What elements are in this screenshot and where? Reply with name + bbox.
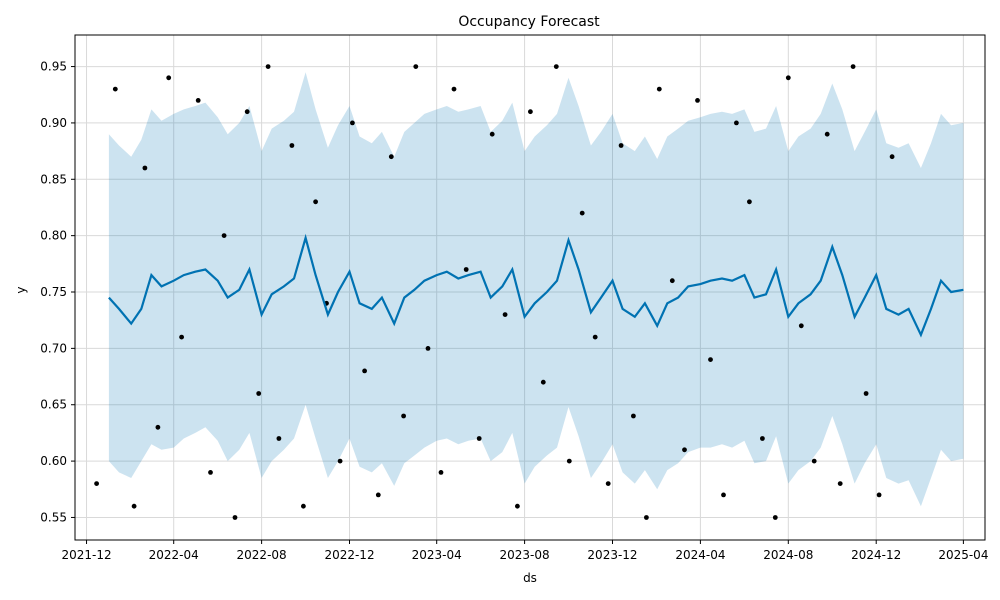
y-tick-label: 0.60 — [40, 454, 67, 468]
observed-points — [94, 64, 895, 520]
y-tick-label: 0.90 — [40, 116, 67, 130]
y-tick-label: 0.65 — [40, 398, 67, 412]
observed-point — [388, 154, 394, 160]
observed-point — [631, 413, 636, 419]
observed-point — [605, 481, 611, 486]
observed-point — [760, 436, 765, 441]
forecast-line — [108, 233, 964, 338]
x-tick-label: 2025-04 — [938, 548, 988, 562]
observed-point — [876, 492, 882, 498]
observed-point — [362, 368, 367, 374]
observed-point — [289, 143, 295, 148]
observed-point — [798, 323, 804, 329]
observed-point — [889, 154, 895, 160]
observed-point — [208, 470, 213, 475]
y-axis-label: y — [14, 286, 28, 293]
observed-point — [772, 515, 778, 520]
x-tick-label: 2022-12 — [324, 548, 374, 562]
observed-point — [337, 458, 343, 464]
observed-point — [94, 481, 99, 486]
observed-point — [221, 233, 227, 239]
observed-point — [850, 64, 856, 69]
observed-point — [350, 120, 355, 126]
observed-point — [476, 436, 482, 441]
grid-lines — [75, 35, 985, 540]
x-tick-label: 2023-08 — [500, 548, 550, 562]
observed-point — [112, 86, 118, 92]
observed-point — [131, 503, 137, 509]
chart-title: Occupancy Forecast — [458, 14, 600, 30]
plot-frame — [74, 34, 986, 541]
observed-point — [553, 64, 559, 69]
observed-point — [313, 199, 318, 205]
y-tick-label: 0.95 — [40, 60, 67, 74]
y-tick-label: 0.85 — [40, 172, 67, 186]
observed-point — [644, 515, 649, 520]
observed-point — [540, 379, 546, 385]
observed-point — [179, 334, 185, 340]
observed-point — [401, 413, 406, 419]
observed-point — [166, 75, 172, 81]
observed-point — [785, 75, 791, 81]
observed-point — [195, 98, 201, 103]
observed-point — [824, 131, 830, 137]
observed-point — [618, 143, 624, 148]
observed-point — [413, 64, 419, 69]
uncertainty-band — [108, 72, 964, 507]
plot-area — [75, 35, 985, 540]
observed-point — [721, 492, 726, 498]
observed-point — [708, 357, 713, 362]
x-axis-ticks: 2021-12 2022-04 2022-08 2022-12 2023-04 2023-… — [61, 540, 988, 562]
x-tick-label: 2024-12 — [851, 548, 901, 562]
observed-point — [375, 492, 381, 498]
observed-point — [438, 470, 444, 475]
x-axis-label: ds — [523, 571, 537, 585]
interval-area — [108, 72, 964, 507]
y-tick-label: 0.70 — [40, 341, 67, 355]
observed-point — [425, 346, 431, 351]
observed-point — [463, 267, 469, 272]
x-tick-label: 2023-12 — [587, 548, 637, 562]
x-tick-label: 2024-08 — [763, 548, 813, 562]
observed-point — [502, 312, 508, 317]
observed-point — [142, 165, 148, 171]
x-tick-label: 2023-04 — [412, 548, 462, 562]
observed-point — [276, 436, 282, 441]
x-tick-label: 2024-04 — [675, 548, 725, 562]
observed-point — [579, 210, 585, 216]
observed-point — [734, 120, 739, 126]
observed-point — [811, 458, 817, 464]
observed-point — [669, 278, 675, 284]
observed-point — [489, 131, 495, 137]
observed-point — [837, 481, 843, 486]
observed-point — [301, 503, 306, 509]
observed-point — [656, 86, 662, 92]
observed-point — [451, 86, 457, 92]
observed-point — [682, 447, 687, 453]
observed-point — [515, 503, 520, 509]
y-tick-label: 0.75 — [40, 285, 67, 299]
observed-point — [265, 64, 271, 69]
observed-point — [528, 109, 533, 115]
observed-point — [695, 98, 700, 103]
observed-point — [256, 391, 262, 396]
y-axis-ticks: 0.55 0.60 0.65 0.70 0.75 0.80 0.85 0.90 0.95 — [40, 60, 75, 524]
observed-point — [592, 334, 598, 340]
observed-point — [244, 109, 250, 115]
y-tick-label: 0.55 — [40, 510, 67, 524]
x-tick-label: 2021-12 — [61, 548, 111, 562]
observed-point — [232, 515, 238, 520]
observed-point — [566, 458, 572, 464]
x-tick-label: 2022-08 — [237, 548, 287, 562]
x-tick-label: 2022-04 — [149, 548, 199, 562]
observed-point — [863, 391, 869, 396]
y-tick-label: 0.80 — [40, 229, 67, 243]
observed-point — [747, 199, 752, 205]
observed-point — [155, 424, 161, 430]
yhat-line — [108, 233, 964, 338]
